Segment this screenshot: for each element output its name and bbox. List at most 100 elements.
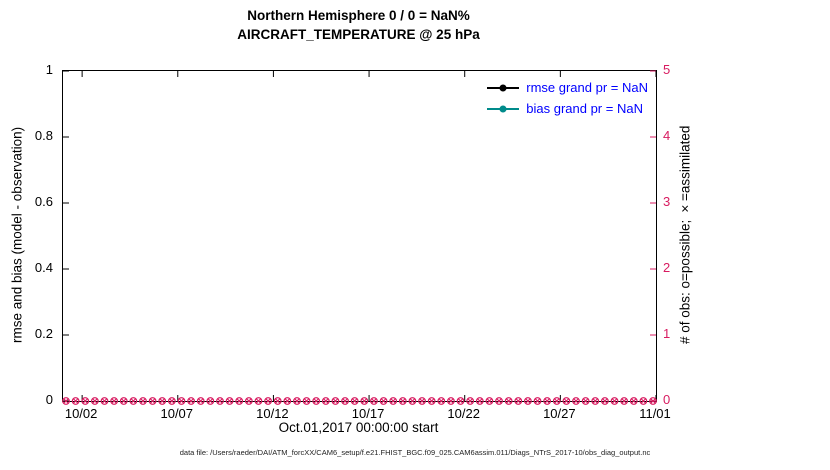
obs-possible-marker (302, 397, 311, 405)
obs-assimilated-marker (130, 398, 137, 404)
obs-assimilated-marker (630, 398, 637, 404)
obs-possible-marker (514, 397, 523, 405)
obs-assimilated-marker (409, 398, 416, 404)
obs-possible-marker (235, 397, 244, 405)
obs-assimilated-marker (476, 398, 483, 404)
obs-possible-marker (620, 397, 629, 405)
y-right-tick-label: 4 (663, 128, 671, 143)
x-tick-label: 10/27 (543, 406, 576, 421)
obs-possible-marker (331, 397, 340, 405)
obs-possible-marker (418, 397, 426, 405)
y-left-tick-label: 0.4 (34, 260, 53, 275)
obs-assimilated-marker (467, 398, 473, 404)
rmse-line-sample (487, 84, 520, 91)
y-left-tick-label: 0 (45, 392, 53, 407)
left-axis-label: rmse and bias (model - observation) (9, 126, 25, 344)
obs-assimilated-marker (197, 398, 204, 404)
obs-possible-marker (196, 397, 205, 405)
obs-possible-marker (167, 397, 176, 405)
obs-assimilated-marker (72, 398, 79, 404)
obs-possible-marker (466, 397, 475, 405)
obs-assimilated-marker (419, 398, 425, 404)
obs-possible-marker (206, 397, 215, 405)
obs-possible-marker (360, 397, 369, 405)
obs-possible-marker (177, 397, 186, 405)
obs-assimilated-marker (448, 398, 454, 404)
y-right-tick-label: 5 (663, 62, 671, 77)
obs-possible-marker (437, 397, 446, 405)
obs-possible-marker (187, 397, 195, 405)
y-right-tick-label: 2 (663, 260, 671, 275)
obs-possible-marker (398, 397, 407, 405)
obs-assimilated-marker (428, 398, 435, 404)
obs-possible-marker (148, 397, 157, 405)
obs-assimilated-marker (505, 398, 512, 404)
obs-possible-marker (543, 397, 552, 405)
plot-area: rmse grand pr = NaN bias grand pr = NaN (62, 70, 657, 405)
legend-label-bias: bias grand pr = NaN (526, 101, 643, 116)
obs-assimilated-marker (573, 398, 579, 404)
y-left-tick-label: 0.6 (34, 194, 53, 209)
obs-assimilated-marker (188, 398, 194, 404)
y-left-tick-label: 1 (45, 62, 53, 77)
obs-possible-marker (475, 397, 484, 405)
obs-possible-marker (370, 397, 378, 405)
right-axis-label: # of obs: o=possible; ×=assimilated (677, 125, 693, 345)
obs-assimilated-marker (371, 398, 377, 404)
obs-possible-marker (350, 397, 359, 405)
obs-assimilated-marker (92, 398, 98, 404)
obs-assimilated-marker (390, 398, 396, 404)
legend-item-rmse: rmse grand pr = NaN (487, 79, 648, 96)
obs-assimilated-marker (149, 398, 156, 404)
obs-assimilated-marker (534, 398, 541, 404)
obs-possible-marker (427, 397, 436, 405)
bias-dot-marker (499, 105, 507, 112)
data-file-footer: data file: /Users/raeder/DAI/ATM_forcXX/… (179, 448, 651, 457)
obs-assimilated-marker (563, 398, 570, 404)
obs-assimilated-marker (650, 398, 656, 404)
x-tick-label: 10/17 (351, 406, 385, 421)
obs-assimilated-marker (438, 398, 445, 404)
x-tick-label: 10/07 (160, 406, 194, 421)
obs-possible-marker (312, 397, 321, 405)
y-left-tick-label: 0.2 (34, 326, 53, 341)
obs-assimilated-marker (351, 398, 358, 404)
obs-possible-marker (600, 397, 609, 405)
obs-assimilated-marker (159, 398, 166, 404)
obs-assimilated-marker (640, 398, 647, 404)
obs-assimilated-marker (592, 398, 599, 404)
obs-assimilated-marker (611, 398, 618, 404)
obs-possible-marker (216, 397, 224, 405)
legend-label-rmse: rmse grand pr = NaN (526, 80, 648, 95)
obs-possible-marker (293, 397, 301, 405)
obs-possible-marker (456, 397, 465, 405)
x-tick-label: 10/02 (64, 406, 98, 421)
obs-possible-marker (639, 397, 648, 405)
obs-possible-marker (379, 397, 388, 405)
obs-possible-marker (495, 397, 503, 405)
obs-possible-marker (591, 397, 600, 405)
obs-assimilated-marker (486, 398, 493, 404)
obs-assimilated-marker (178, 398, 185, 404)
obs-assimilated-marker (582, 398, 589, 404)
obs-possible-marker (283, 397, 292, 405)
obs-assimilated-marker (602, 398, 608, 404)
obs-assimilated-marker (120, 398, 127, 404)
obs-assimilated-marker (515, 398, 522, 404)
obs-assimilated-marker (525, 398, 531, 404)
y-left-tick-label: 0.8 (34, 128, 53, 143)
bias-line-sample (487, 105, 520, 112)
y-right-tick-label: 3 (663, 194, 671, 209)
obs-possible-marker (139, 397, 147, 405)
obs-assimilated-marker (265, 398, 271, 404)
obs-assimilated-marker (82, 398, 89, 404)
obs-possible-marker (649, 397, 657, 405)
obs-possible-marker (244, 397, 253, 405)
obs-assimilated-marker (457, 398, 464, 404)
x-axis-label: Oct.01,2017 00:00:00 start (278, 420, 439, 435)
obs-possible-marker (254, 397, 263, 405)
obs-assimilated-marker (361, 398, 368, 404)
obs-assimilated-marker (255, 398, 262, 404)
obs-possible-marker (572, 397, 580, 405)
obs-possible-marker (62, 397, 70, 405)
